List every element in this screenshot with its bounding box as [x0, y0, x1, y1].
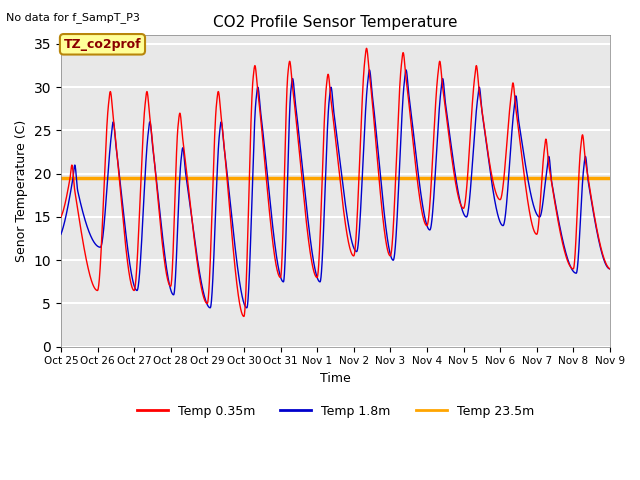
Title: CO2 Profile Sensor Temperature: CO2 Profile Sensor Temperature [213, 15, 458, 30]
Legend: Temp 0.35m, Temp 1.8m, Temp 23.5m: Temp 0.35m, Temp 1.8m, Temp 23.5m [132, 400, 540, 423]
Text: No data for f_SampT_P3: No data for f_SampT_P3 [6, 12, 140, 23]
Y-axis label: Senor Temperature (C): Senor Temperature (C) [15, 120, 28, 262]
X-axis label: Time: Time [320, 372, 351, 385]
Text: TZ_co2prof: TZ_co2prof [63, 38, 141, 51]
